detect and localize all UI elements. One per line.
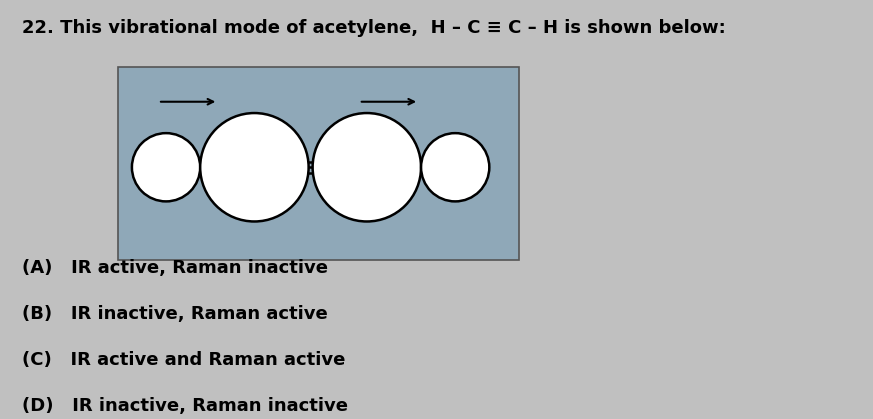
Ellipse shape [200, 113, 309, 222]
Bar [118, 67, 519, 260]
Ellipse shape [132, 133, 200, 202]
Text: (D)   IR inactive, Raman inactive: (D) IR inactive, Raman inactive [22, 397, 347, 415]
Ellipse shape [421, 133, 490, 202]
Ellipse shape [313, 113, 421, 222]
Text: (C)   IR active and Raman active: (C) IR active and Raman active [22, 351, 345, 369]
Text: 22. This vibrational mode of acetylene,  H – C ≡ C – H is shown below:: 22. This vibrational mode of acetylene, … [22, 19, 725, 37]
Text: (B)   IR inactive, Raman active: (B) IR inactive, Raman active [22, 305, 327, 323]
Text: (A)   IR active, Raman inactive: (A) IR active, Raman inactive [22, 259, 328, 277]
